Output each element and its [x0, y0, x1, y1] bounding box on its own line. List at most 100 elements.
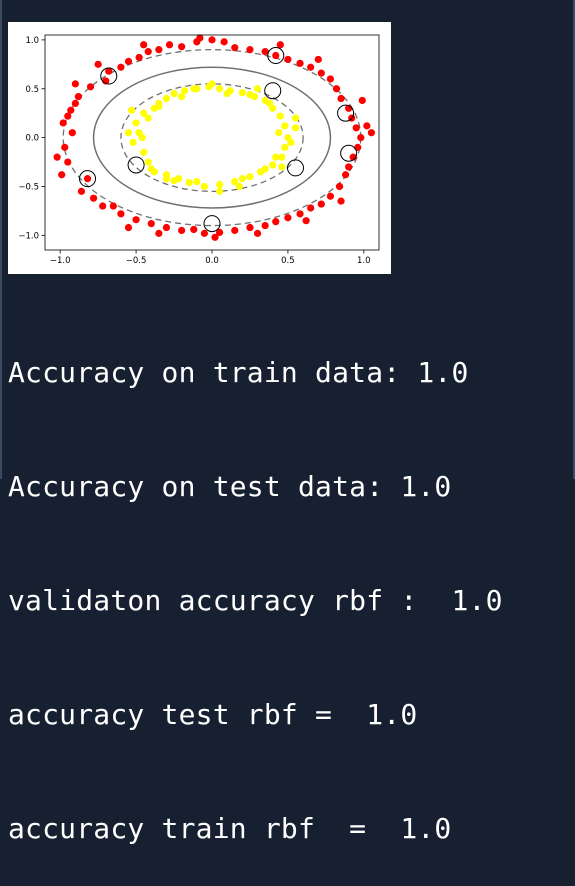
- inner-class-point: [129, 138, 137, 147]
- inner-class-point: [150, 168, 158, 176]
- inner-class-point: [185, 178, 193, 187]
- outer-class-point: [140, 41, 148, 49]
- support-vector-ring: [287, 159, 304, 177]
- inner-class-point: [291, 124, 300, 132]
- outer-class-point: [352, 124, 360, 132]
- outer-class-point: [165, 41, 174, 49]
- outer-class-point: [200, 229, 209, 237]
- inner-class-point: [269, 161, 277, 169]
- inner-class-point: [132, 119, 140, 127]
- outer-class-point: [155, 229, 163, 237]
- outer-class-point: [144, 48, 152, 56]
- inner-class-point: [278, 163, 286, 171]
- outer-class-point: [64, 158, 72, 166]
- outer-class-point: [272, 51, 280, 60]
- support-vector-ring: [264, 82, 282, 100]
- outer-class-point: [326, 75, 335, 83]
- outer-class-point: [246, 46, 254, 54]
- outer-class-point: [71, 80, 79, 88]
- outer-class-point: [124, 57, 133, 65]
- rbf-test-accuracy-line: accuracy test rbf = 1.0: [8, 698, 418, 731]
- inner-class-point: [193, 177, 201, 186]
- inner-class-point: [291, 114, 300, 122]
- inner-class-point: [200, 182, 209, 191]
- inner-class-point: [238, 175, 246, 183]
- outer-class-point: [246, 223, 254, 232]
- outer-class-point: [162, 223, 171, 232]
- rbf-train-accuracy-line: accuracy train rbf = 1.0: [8, 812, 452, 845]
- test-accuracy-line: Accuracy on test data: 1.0: [8, 470, 452, 503]
- outer-class-point: [67, 106, 75, 114]
- inner-class-point: [231, 177, 239, 186]
- train-accuracy-line: Accuracy on train data: 1.0: [8, 356, 469, 389]
- outer-class-point: [68, 129, 76, 137]
- left-border: [0, 0, 2, 479]
- outer-class-point: [196, 34, 204, 42]
- support-vector-ring: [267, 47, 285, 65]
- inner-class-point: [266, 99, 274, 108]
- outer-class-point: [117, 63, 125, 71]
- outer-class-point: [276, 41, 284, 49]
- inner-class-point: [124, 129, 133, 137]
- x-tick-label: −1.0: [50, 256, 71, 266]
- inner-class-point: [178, 92, 186, 101]
- console-output: Accuracy on train data: 1.0 Accuracy on …: [8, 278, 503, 886]
- support-vector-ring: [340, 144, 358, 162]
- inner-class-point: [238, 89, 246, 97]
- inner-class-point: [275, 129, 283, 137]
- x-tick-label: 0.5: [281, 256, 295, 266]
- outer-class-point: [59, 119, 67, 127]
- inner-class-point: [140, 148, 148, 156]
- inner-class-point: [287, 138, 295, 147]
- inner-class-point: [223, 90, 231, 98]
- outer-class-point: [211, 233, 219, 241]
- inner-class-point: [235, 182, 243, 191]
- outer-class-point: [332, 85, 341, 93]
- outer-class-point: [284, 214, 292, 222]
- outer-class-point: [155, 46, 163, 54]
- outer-class-point: [135, 53, 143, 62]
- outer-class-point: [74, 92, 82, 101]
- inner-class-point: [208, 80, 216, 88]
- outer-class-point: [208, 36, 216, 44]
- outer-class-point: [317, 69, 325, 77]
- outer-class-point: [77, 187, 86, 195]
- outer-margin-line: [62, 49, 362, 227]
- inner-class-point: [190, 85, 198, 93]
- outer-class-point: [190, 225, 198, 234]
- y-tick-label: 0.5: [25, 85, 39, 95]
- y-tick-label: −0.5: [18, 182, 39, 192]
- outer-class-point: [307, 63, 315, 71]
- outer-class-point: [358, 96, 366, 105]
- support-vector-ring: [79, 170, 97, 188]
- right-border: [573, 0, 575, 479]
- outer-class-point: [89, 194, 98, 202]
- outer-class-point: [335, 182, 344, 191]
- outer-class-point: [53, 153, 61, 161]
- inner-class-point: [170, 90, 178, 98]
- outer-class-point: [231, 44, 239, 52]
- inner-class-point: [140, 109, 148, 117]
- inner-class-point: [272, 153, 280, 161]
- outer-class-point: [307, 204, 315, 212]
- outer-class-point: [58, 171, 66, 179]
- y-tick-label: 1.0: [25, 36, 39, 46]
- outer-class-point: [105, 67, 113, 75]
- validation-accuracy-line: validaton accuracy rbf : 1.0: [8, 584, 503, 617]
- outer-class-point: [337, 94, 345, 103]
- outer-class-point: [296, 59, 304, 67]
- outer-class-point: [272, 218, 280, 226]
- inner-class-point: [253, 85, 262, 93]
- outer-class-point: [326, 192, 335, 200]
- outer-class-point: [337, 197, 345, 205]
- inner-class-point: [162, 175, 171, 183]
- outer-class-point: [124, 223, 133, 232]
- inner-margin-line: [120, 83, 304, 193]
- outer-class-point: [354, 143, 362, 151]
- outer-class-point: [178, 226, 186, 235]
- outer-class-point: [71, 99, 79, 108]
- outer-class-point: [64, 112, 72, 120]
- inner-class-point: [215, 180, 224, 189]
- inner-class-point: [162, 94, 171, 103]
- inner-class-point: [144, 158, 152, 166]
